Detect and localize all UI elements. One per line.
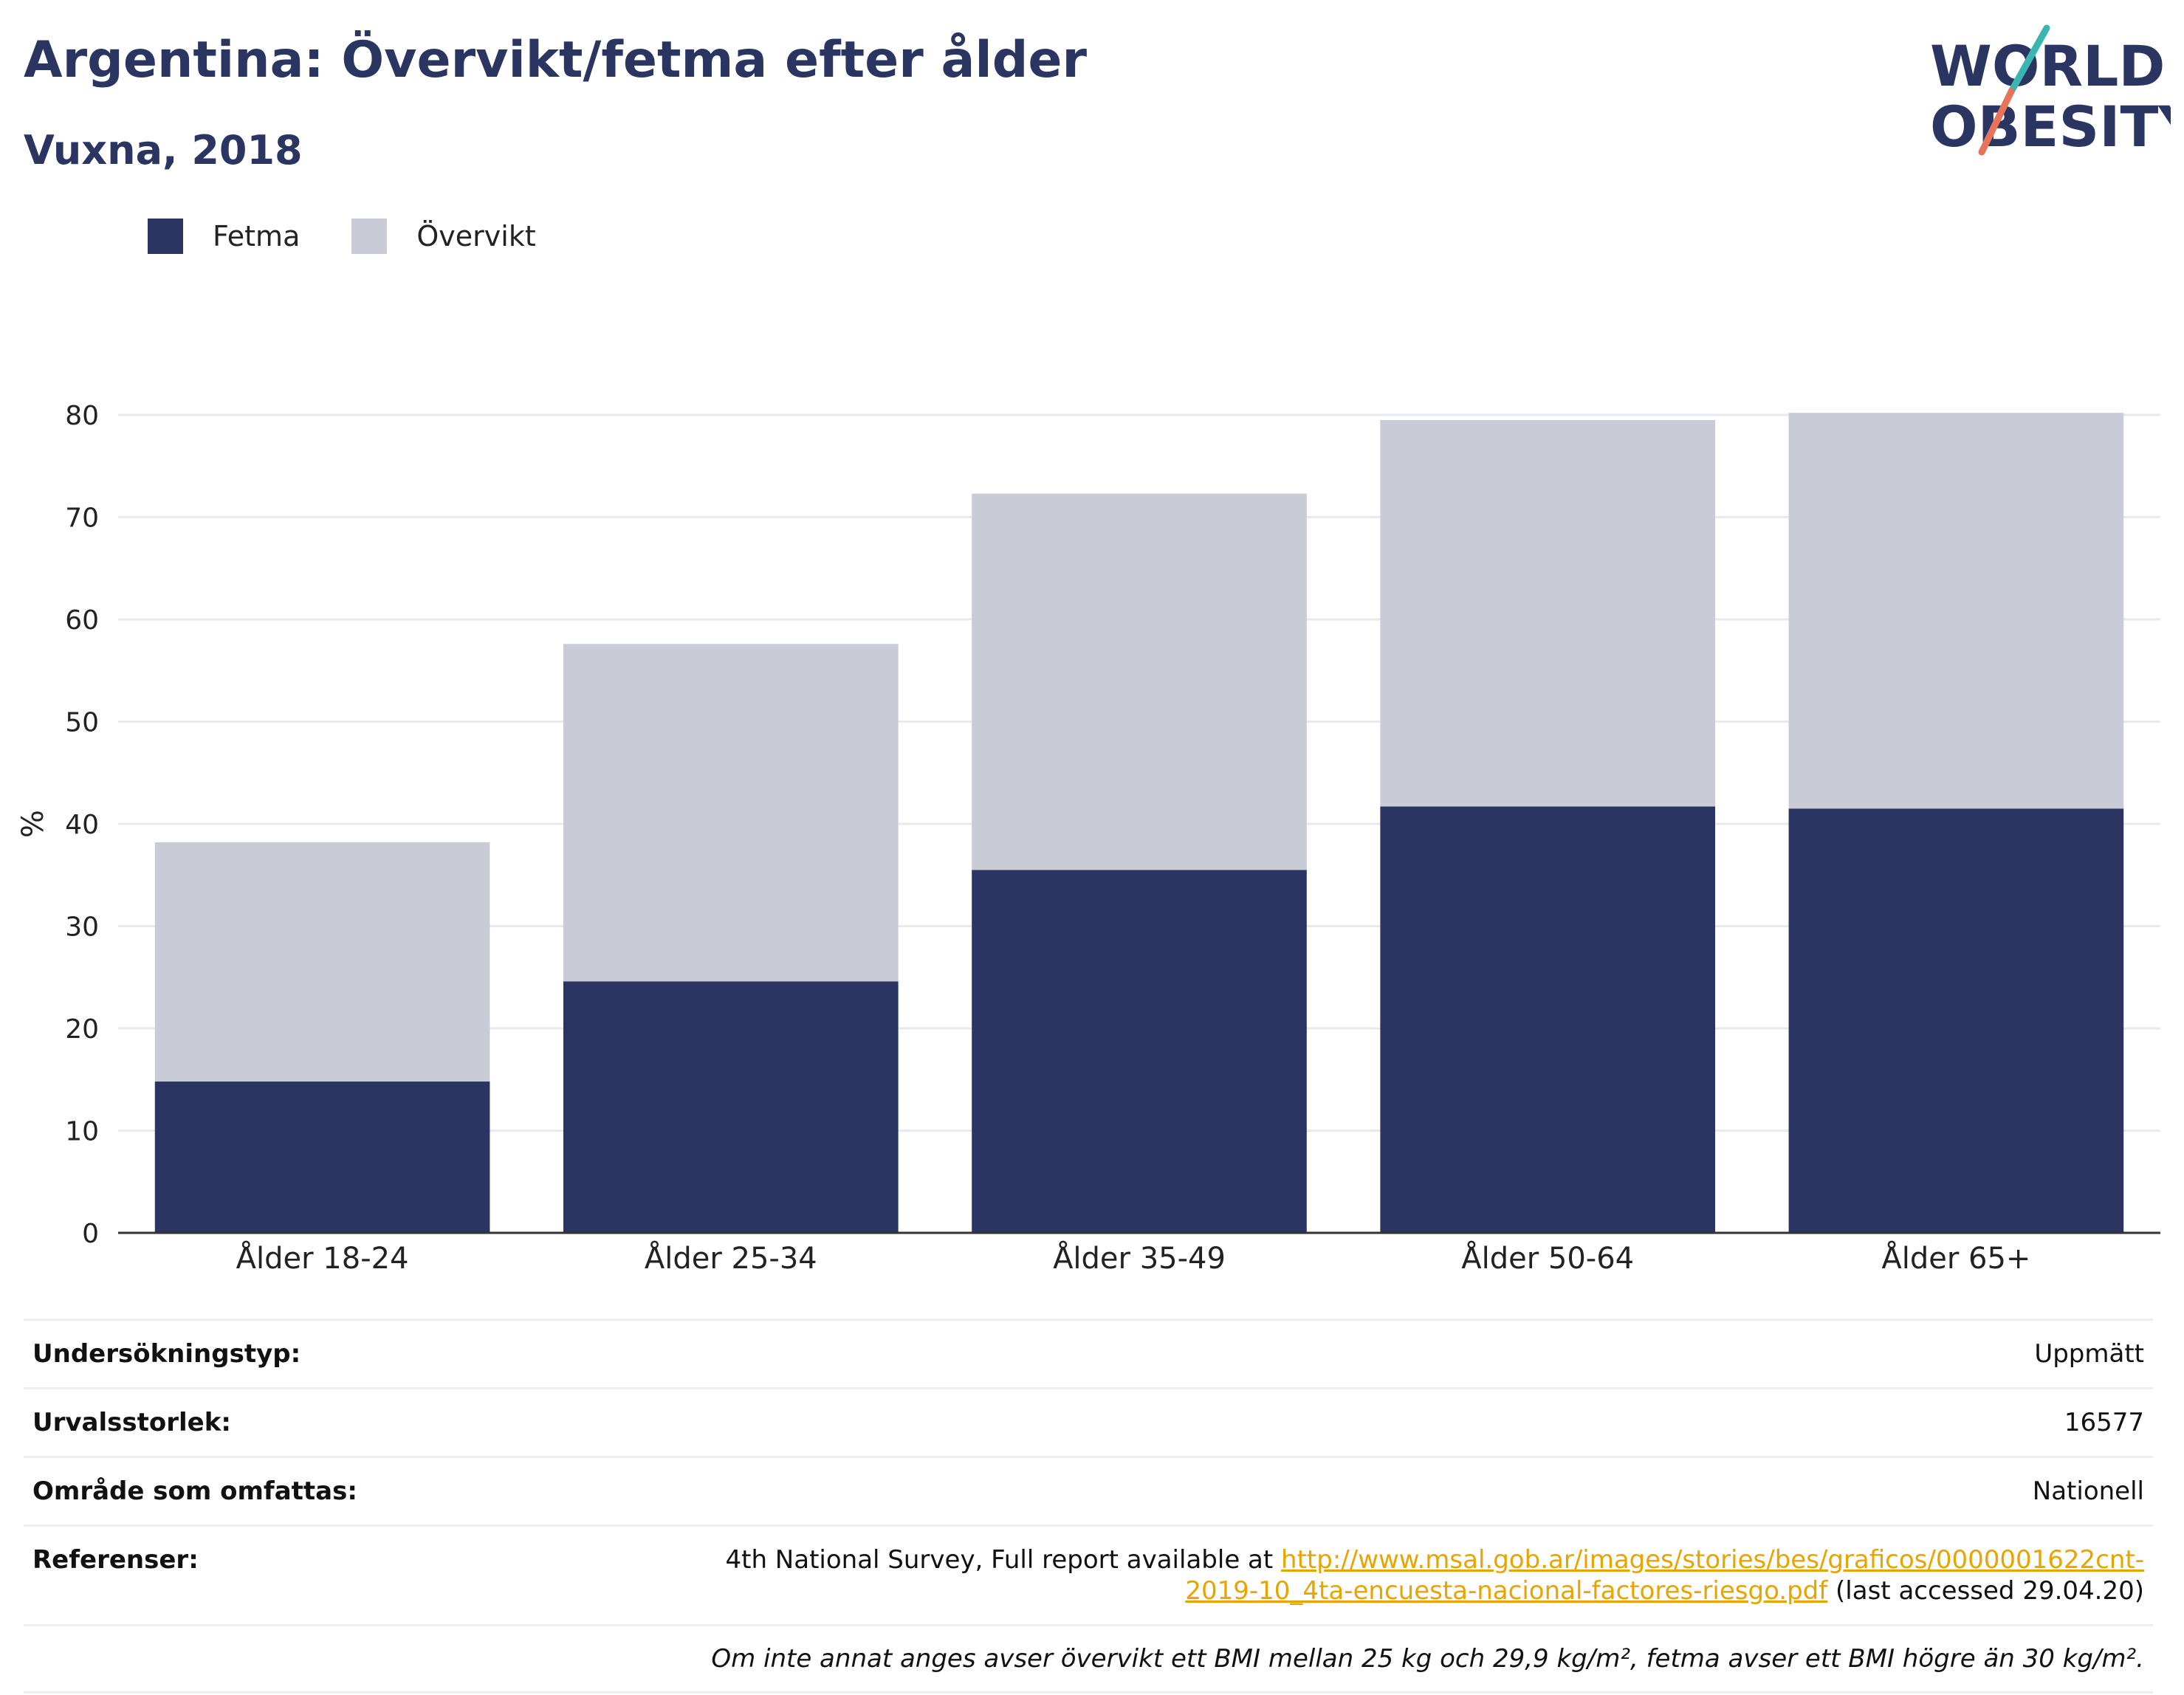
bar--vervikt-0	[154, 842, 490, 1082]
y-tick-label: 60	[65, 605, 99, 636]
y-tick-label: 30	[65, 912, 99, 943]
info-value: Nationell	[2032, 1476, 2144, 1506]
chart-subtitle: Vuxna, 2018	[24, 127, 303, 173]
info-value: 16577	[2064, 1408, 2144, 1437]
y-tick-label: 50	[65, 708, 99, 738]
bar-fetma-4	[1788, 808, 2124, 1233]
bar--vervikt-1	[563, 644, 899, 982]
svg-text:WORLD: WORLD	[1930, 33, 2165, 99]
chart-legend: Fetma Övervikt	[148, 219, 588, 254]
bar-fetma-0	[154, 1082, 490, 1233]
references-link[interactable]: http://www.msal.gob.ar/images/stories/be…	[1185, 1545, 2144, 1606]
x-tick-label: Ålder 18-24	[236, 1240, 409, 1270]
bar--vervikt-4	[1788, 413, 2124, 809]
x-tick-label: Ålder 35-49	[1053, 1240, 1226, 1270]
y-axis-title: %	[16, 810, 50, 838]
bar--vervikt-3	[1380, 419, 1716, 807]
legend-swatch-overvikt	[351, 219, 388, 254]
bar--vervikt-2	[972, 493, 1307, 870]
info-label: Undersökningstyp:	[32, 1339, 301, 1369]
y-tick-label: 40	[65, 810, 99, 840]
bar-fetma-1	[563, 981, 899, 1233]
bar-fetma-3	[1380, 806, 1716, 1233]
info-label: Referenser:	[32, 1545, 199, 1575]
svg-text:OBESITY: OBESITY	[1930, 94, 2171, 159]
info-label: Urvalsstorlek:	[32, 1408, 231, 1437]
legend-label-fetma: Fetma	[213, 220, 301, 252]
references-value: 4th National Survey, Full report availab…	[667, 1544, 2144, 1606]
x-tick-label: Ålder 50-64	[1461, 1240, 1634, 1270]
y-tick-label: 20	[65, 1014, 99, 1045]
info-row-sample-size: Urvalsstorlek: 16577	[24, 1387, 2153, 1456]
legend-item-fetma: Fetma	[148, 219, 300, 254]
info-value: Uppmätt	[2034, 1339, 2144, 1369]
references-prefix: 4th National Survey, Full report availab…	[725, 1545, 1282, 1575]
y-tick-label: 0	[82, 1219, 99, 1249]
info-row-area: Område som omfattas: Nationell	[24, 1456, 2153, 1524]
world-obesity-logo: WORLD OBESITY	[1930, 24, 2171, 159]
references-suffix: (last accessed 29.04.20)	[1827, 1576, 2144, 1606]
chart-title: Argentina: Övervikt/fetma efter ålder	[24, 31, 1088, 89]
bar-chart: 0 10 20 30 40 50 60 70 80% Ålder 18-24 Ålder 25-34…	[16, 401, 2160, 1270]
info-row-survey-type: Undersökningstyp: Uppmätt	[24, 1318, 2153, 1387]
definition-note: Om inte annat anges avser övervikt ett B…	[24, 1624, 2153, 1694]
x-tick-label: Ålder 25-34	[645, 1240, 817, 1270]
legend-label-overvikt: Övervikt	[416, 220, 536, 252]
info-label: Område som omfattas:	[32, 1476, 357, 1506]
y-tick-label: 80	[65, 401, 99, 431]
bar-fetma-2	[972, 870, 1307, 1233]
y-tick-label: 70	[65, 503, 99, 534]
x-tick-label: Ålder 65+	[1881, 1240, 2030, 1270]
survey-info-table: Undersökningstyp: Uppmätt Urvalsstorlek:…	[24, 1318, 2153, 1694]
info-row-references: Referenser: 4th National Survey, Full re…	[24, 1524, 2153, 1624]
legend-swatch-fetma	[148, 219, 183, 254]
legend-item-overvikt: Övervikt	[351, 219, 536, 254]
y-tick-label: 10	[65, 1117, 99, 1147]
